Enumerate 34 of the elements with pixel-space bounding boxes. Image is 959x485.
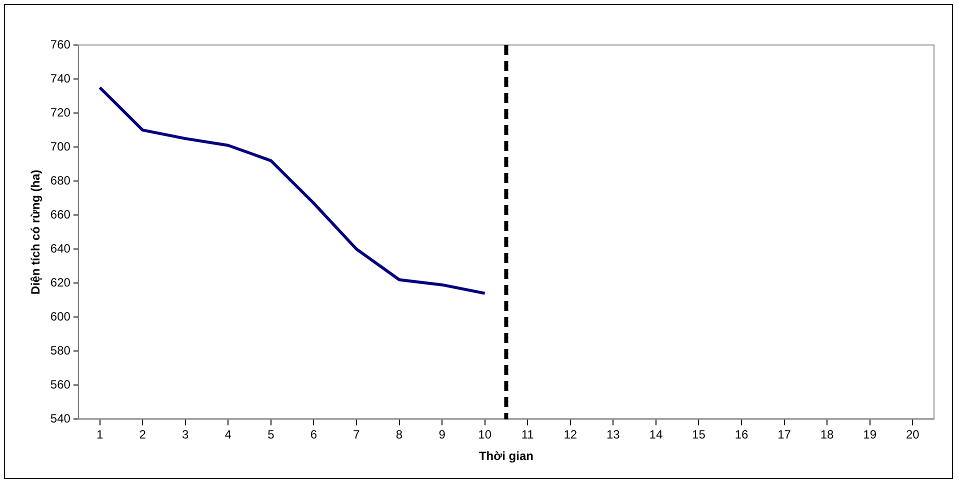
x-tick-label: 11 — [521, 428, 534, 442]
y-tick-label: 600 — [50, 309, 71, 324]
y-tick-label: 720 — [50, 105, 71, 120]
y-tick-label: 740 — [50, 71, 71, 86]
x-tick-label: 8 — [396, 428, 403, 442]
x-tick-label: 15 — [692, 428, 706, 442]
y-tick-label: 620 — [50, 275, 71, 290]
x-tick-label: 1 — [96, 428, 104, 442]
x-tick-label: 17 — [778, 428, 792, 442]
x-axis-title: Thời gian — [478, 449, 534, 464]
y-tick-label: 760 — [50, 37, 71, 52]
x-tick-label: 13 — [606, 428, 620, 442]
x-tick-label: 7 — [353, 428, 360, 442]
y-tick-label: 540 — [50, 412, 71, 426]
y-tick-label: 680 — [50, 173, 71, 188]
x-tick-label: 10 — [478, 428, 492, 442]
y-tick-label: 640 — [50, 241, 71, 256]
y-axis-title: Diện tích có rừng (ha) — [28, 170, 43, 294]
x-tick-label: 16 — [734, 428, 748, 442]
x-tick-label: 4 — [224, 428, 232, 442]
y-tick-label: 580 — [50, 343, 71, 358]
x-tick-label: 14 — [649, 428, 663, 442]
x-tick-label: 2 — [139, 428, 146, 442]
y-tick-label: 560 — [50, 377, 71, 392]
x-tick-label: 6 — [310, 428, 318, 442]
x-tick-label: 3 — [182, 428, 190, 442]
x-tick-label: 20 — [906, 428, 920, 442]
y-tick-label: 700 — [50, 139, 71, 154]
x-tick-label: 5 — [268, 428, 275, 442]
y-tick-label: 660 — [50, 207, 71, 222]
x-tick-label: 18 — [820, 428, 834, 442]
x-tick-label: 19 — [863, 428, 877, 442]
x-tick-label: 9 — [438, 428, 446, 442]
x-tick-label: 12 — [564, 428, 578, 442]
